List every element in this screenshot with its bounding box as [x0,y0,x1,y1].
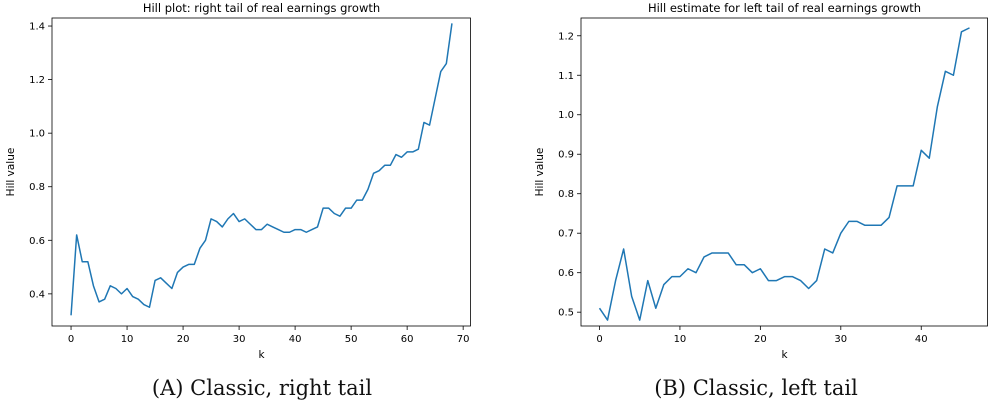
x-tick-label: 40 [915,334,928,345]
y-tick-label: 0.8 [29,182,45,193]
caption-a: (A) Classic, right tail [0,376,494,400]
y-tick-label: 1.0 [29,129,45,140]
caption-a-tag: (A) [151,376,184,400]
x-tick-label: 20 [177,334,190,345]
y-tick-label: 0.8 [558,189,574,200]
y-tick-label: 0.9 [558,150,574,161]
x-tick-label: 30 [834,334,847,345]
x-tick-label: 30 [233,334,246,345]
y-tick-label: 0.5 [558,308,574,319]
y-tick-label: 1.0 [558,110,574,121]
chart-title: Hill plot: right tail of real earnings g… [143,1,380,15]
y-tick-label: 0.6 [558,268,574,279]
y-tick-label: 0.4 [29,289,45,300]
x-tick-label: 10 [121,334,134,345]
caption-b-tag: (B) [654,376,687,400]
y-tick-label: 1.4 [29,22,45,33]
x-tick-label: 20 [754,334,767,345]
x-tick-label: 0 [68,334,74,345]
y-tick-label: 1.2 [29,75,45,86]
y-axis-label: Hill value [5,148,17,197]
y-tick-label: 0.7 [558,229,574,240]
x-tick-label: 60 [401,334,414,345]
y-axis-label: Hill value [534,148,546,197]
x-tick-label: 0 [596,334,602,345]
series-line [598,27,970,321]
x-tick-label: 70 [457,334,470,345]
x-axis-label: k [781,349,788,361]
chart-a: Hill plot: right tail of real earnings g… [5,1,471,361]
x-tick-label: 40 [289,334,302,345]
chart-b: Hill estimate for left tail of real earn… [534,1,988,361]
x-tick-label: 10 [674,334,687,345]
chart-title: Hill estimate for left tail of real earn… [648,1,921,15]
x-tick-label: 50 [345,334,358,345]
caption-b: (B) Classic, left tail [494,376,988,400]
caption-b-text: Classic, left tail [692,376,858,400]
plot-frame [580,17,988,327]
plot-frame [51,17,471,327]
y-tick-label: 0.6 [29,236,45,247]
x-axis-label: k [258,349,265,361]
series-line [70,23,453,316]
y-tick-label: 1.1 [558,71,574,82]
figure: Hill plot: right tail of real earnings g… [5,1,988,361]
caption-a-text: Classic, right tail [190,376,373,400]
y-tick-label: 1.2 [558,31,574,42]
